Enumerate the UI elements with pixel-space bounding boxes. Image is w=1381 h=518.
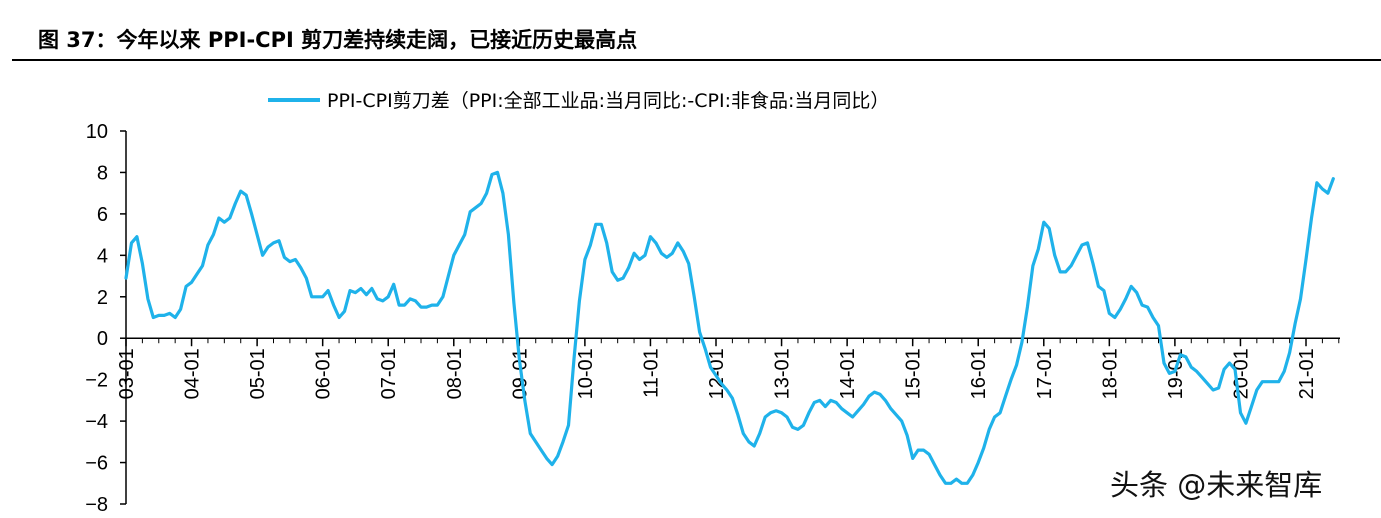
x-tick-label: 06-01 xyxy=(313,348,335,399)
x-tick-label: 10-01 xyxy=(575,348,597,399)
x-tick-label: 18-01 xyxy=(1099,348,1121,399)
chart-legend: PPI-CPI剪刀差（PPI:全部工业品:当月同比:-CPI:非食品:当月同比） xyxy=(268,90,889,112)
y-tick-label: −8 xyxy=(85,494,108,516)
x-tick-label: 20-01 xyxy=(1230,348,1252,399)
x-axis: 03-01 04-01 05-01 06-01 07-01 08-01 09-01 10-01… xyxy=(116,337,1340,399)
y-tick-label: 6 xyxy=(97,204,108,226)
plot-area xyxy=(124,170,1335,485)
y-tick-label: −6 xyxy=(85,453,108,475)
x-tick-label: 03-01 xyxy=(116,348,138,399)
y-tick-label: 8 xyxy=(97,162,108,184)
x-tick-label: 17-01 xyxy=(1034,348,1056,399)
x-tick-label: 04-01 xyxy=(182,348,204,399)
x-tick-label: 14-01 xyxy=(837,348,859,399)
series-line xyxy=(124,170,1335,485)
y-axis: 10 8 6 4 2 0 −2 −4 −6 −8 xyxy=(85,121,127,516)
title-underline xyxy=(12,59,1381,61)
x-tick-label: 13-01 xyxy=(772,348,794,399)
x-tick-label: 21-01 xyxy=(1296,348,1318,399)
figure-title: 图 37：今年以来 PPI-CPI 剪刀差持续走阔，已接近历史最高点 xyxy=(38,28,638,52)
x-tick-label: 19-01 xyxy=(1165,348,1187,399)
x-tick-label: 07-01 xyxy=(378,348,400,399)
y-tick-label: 4 xyxy=(97,245,108,267)
watermark: 头条 @未来智库 xyxy=(1110,468,1323,502)
x-tick-label: 15-01 xyxy=(903,348,925,399)
x-tick-label: 08-01 xyxy=(444,348,466,399)
x-tick-label: 12-01 xyxy=(706,348,728,399)
y-tick-label: 0 xyxy=(97,328,108,350)
y-tick-label: −4 xyxy=(85,411,108,433)
legend-label: PPI-CPI剪刀差（PPI:全部工业品:当月同比:-CPI:非食品:当月同比） xyxy=(327,90,889,112)
x-tick-label: 16-01 xyxy=(968,348,990,399)
y-tick-label: 2 xyxy=(97,287,108,309)
y-tick-label: 10 xyxy=(86,121,108,143)
x-tick-label: 05-01 xyxy=(247,348,269,399)
x-tick-label: 11-01 xyxy=(640,348,662,398)
y-tick-label: −2 xyxy=(85,370,108,392)
